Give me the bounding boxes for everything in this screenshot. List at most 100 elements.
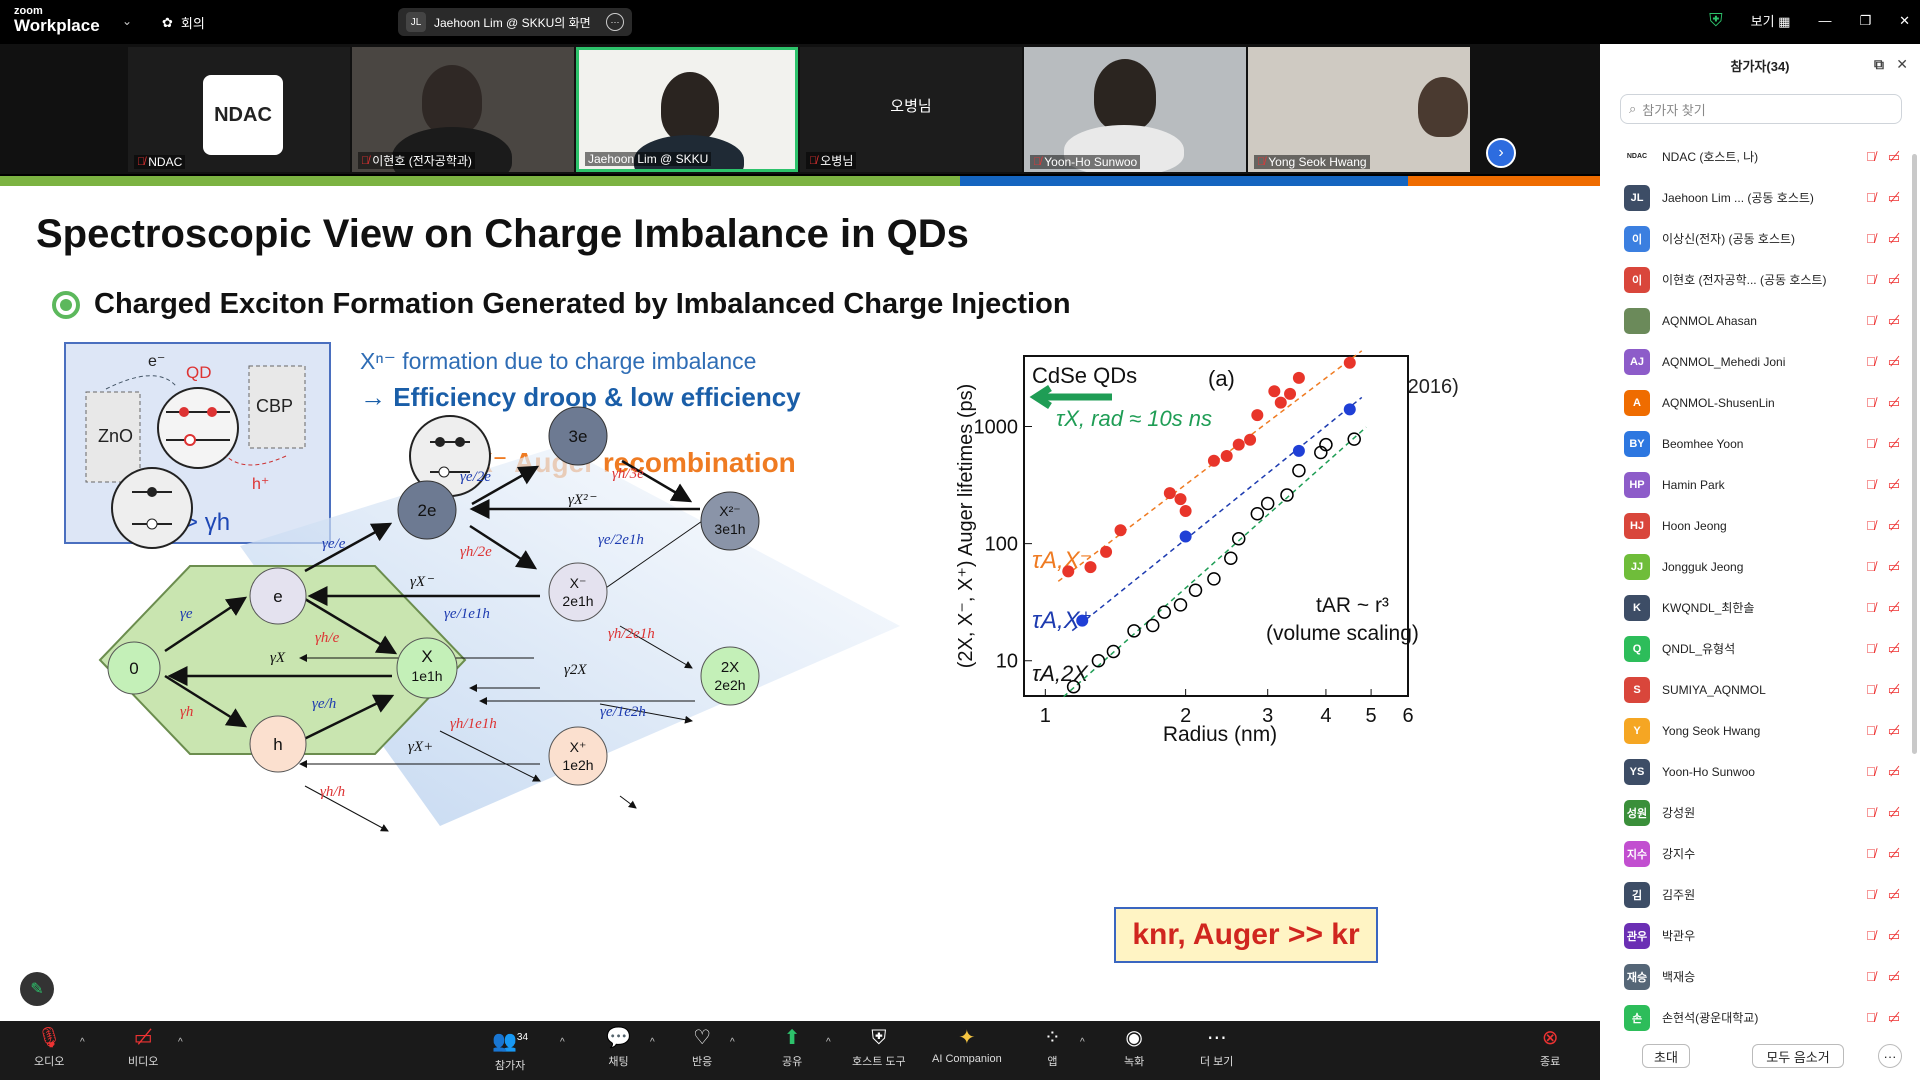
chevron-up-icon[interactable]: ^ bbox=[650, 1037, 655, 1048]
video-off-icon[interactable]: ▭̸ bbox=[1887, 476, 1900, 492]
mic-off-icon[interactable]: 🎙̸ bbox=[1865, 394, 1876, 410]
annotate-pen-icon[interactable]: ✎ bbox=[20, 972, 54, 1006]
react-button[interactable]: ♡ 반응 bbox=[692, 1027, 713, 1068]
video-off-icon[interactable]: ▭̸ bbox=[1887, 968, 1900, 984]
participant-row[interactable]: 지수 강지수 🎙̸ ▭̸ bbox=[1600, 833, 1910, 874]
mic-off-icon[interactable]: 🎙̸ bbox=[1865, 189, 1876, 205]
video-off-icon[interactable]: ▭̸ bbox=[1887, 271, 1900, 287]
video-off-icon[interactable]: ▭̸ bbox=[1887, 148, 1900, 164]
mic-off-icon[interactable]: 🎙̸ bbox=[1865, 435, 1876, 451]
mic-off-icon[interactable]: 🎙̸ bbox=[1865, 722, 1876, 738]
participant-row[interactable]: 김 김주원 🎙̸ ▭̸ bbox=[1600, 874, 1910, 915]
mic-off-icon[interactable]: 🎙̸ bbox=[1865, 804, 1876, 820]
participant-row[interactable]: 재승 백재승 🎙̸ ▭̸ bbox=[1600, 956, 1910, 997]
shield-icon[interactable]: ⛨ bbox=[1709, 10, 1723, 30]
scrollbar[interactable] bbox=[1912, 154, 1917, 754]
more-options-button[interactable]: ··· bbox=[1878, 1044, 1902, 1068]
mic-off-icon[interactable]: 🎙̸ bbox=[1865, 312, 1876, 328]
mic-off-icon[interactable]: 🎙̸ bbox=[1865, 230, 1876, 246]
screen-share-indicator[interactable]: JL Jaehoon Lim @ SKKU의 화면 ··· bbox=[398, 8, 632, 36]
video-tile[interactable]: 🎙̸ Yoon-Ho Sunwoo bbox=[1024, 47, 1246, 172]
video-off-icon[interactable]: ▭̸ bbox=[1887, 230, 1900, 246]
participant-row[interactable]: 이 이현호 (전자공학... (공동 호스트) 🎙̸ ▭̸ bbox=[1600, 259, 1910, 300]
mic-off-icon[interactable]: 🎙̸ bbox=[1865, 599, 1876, 615]
participant-row[interactable]: HP Hamin Park 🎙̸ ▭̸ bbox=[1600, 464, 1910, 505]
video-off-icon[interactable]: ▭̸ bbox=[1887, 845, 1900, 861]
mic-off-icon[interactable]: 🎙̸ bbox=[1865, 476, 1876, 492]
end-button[interactable]: ⊗ 종료 bbox=[1540, 1027, 1561, 1068]
video-tile-active-speaker[interactable]: Jaehoon Lim @ SKKU bbox=[576, 47, 798, 172]
chevron-up-icon[interactable]: ^ bbox=[1080, 1037, 1085, 1048]
host-tools-button[interactable]: ⛨ 호스트 도구 bbox=[852, 1027, 906, 1068]
mic-off-icon[interactable]: 🎙̸ bbox=[1865, 681, 1876, 697]
mic-off-icon[interactable]: 🎙̸ bbox=[1865, 148, 1876, 164]
participant-row[interactable]: K KWQNDL_최한솔 🎙̸ ▭̸ bbox=[1600, 587, 1910, 628]
participant-row[interactable]: AJ AQNMOL_Mehedi Joni 🎙̸ ▭̸ bbox=[1600, 341, 1910, 382]
restore-icon[interactable]: ❐ bbox=[1859, 12, 1872, 28]
more-button[interactable]: ⋯ 더 보기 bbox=[1200, 1027, 1234, 1068]
mic-off-icon[interactable]: 🎙̸ bbox=[1865, 1009, 1876, 1025]
video-off-icon[interactable]: ▭̸ bbox=[1887, 312, 1900, 328]
participant-search-input[interactable]: ⌕ 참가자 찾기 bbox=[1620, 94, 1902, 124]
video-tile[interactable]: NDAC 🎙̸ NDAC bbox=[128, 47, 350, 172]
popout-icon[interactable]: ⧉ bbox=[1874, 56, 1884, 72]
mic-off-icon[interactable]: 🎙̸ bbox=[1865, 558, 1876, 574]
video-off-icon[interactable]: ▭̸ bbox=[1887, 804, 1900, 820]
view-button[interactable]: 보기 ▦ bbox=[1750, 14, 1791, 29]
participant-row[interactable]: Q QNDL_유형석 🎙̸ ▭̸ bbox=[1600, 628, 1910, 669]
mic-off-icon[interactable]: 🎙̸ bbox=[1865, 517, 1876, 533]
chevron-up-icon[interactable]: ^ bbox=[80, 1037, 85, 1048]
participant-row[interactable]: 성원 강성원 🎙̸ ▭̸ bbox=[1600, 792, 1910, 833]
video-off-icon[interactable]: ▭̸ bbox=[1887, 681, 1900, 697]
chat-button[interactable]: 💬 채팅 bbox=[606, 1027, 631, 1068]
meeting-menu[interactable]: ✿ 회의 bbox=[162, 14, 205, 32]
mic-off-icon[interactable]: 🎙̸ bbox=[1865, 763, 1876, 779]
video-tile[interactable]: 오병님 🎙̸ 오병님 bbox=[800, 47, 1022, 172]
minimize-icon[interactable]: — bbox=[1818, 13, 1832, 28]
video-off-icon[interactable]: ▭̸ bbox=[1887, 763, 1900, 779]
participant-row[interactable]: YS Yoon-Ho Sunwoo 🎙̸ ▭̸ bbox=[1600, 751, 1910, 792]
participant-row[interactable]: JJ Jongguk Jeong 🎙̸ ▭̸ bbox=[1600, 546, 1910, 587]
mic-off-icon[interactable]: 🎙̸ bbox=[1865, 353, 1876, 369]
mic-off-icon[interactable]: 🎙̸ bbox=[1865, 886, 1876, 902]
participant-row[interactable]: HJ Hoon Jeong 🎙̸ ▭̸ bbox=[1600, 505, 1910, 546]
video-off-icon[interactable]: ▭̸ bbox=[1887, 435, 1900, 451]
participant-row[interactable]: AQNMOL Ahasan 🎙̸ ▭̸ bbox=[1600, 300, 1910, 341]
chevron-up-icon[interactable]: ^ bbox=[730, 1037, 735, 1048]
next-videos-button[interactable]: › bbox=[1486, 138, 1516, 168]
video-off-icon[interactable]: ▭̸ bbox=[1887, 558, 1900, 574]
chevron-down-icon[interactable]: ⌄ bbox=[122, 14, 133, 28]
close-icon[interactable]: ✕ bbox=[1896, 56, 1908, 72]
video-off-icon[interactable]: ▭̸ bbox=[1887, 394, 1900, 410]
participant-row[interactable]: S SUMIYA_AQNMOL 🎙̸ ▭̸ bbox=[1600, 669, 1910, 710]
video-off-icon[interactable]: ▭̸ bbox=[1887, 640, 1900, 656]
video-off-icon[interactable]: ▭̸ bbox=[1887, 1009, 1900, 1025]
ai-companion-button[interactable]: ✦ AI Companion bbox=[932, 1027, 1002, 1065]
video-off-icon[interactable]: ▭̸ bbox=[1887, 886, 1900, 902]
participant-row[interactable]: 손 손현석(광운대학교) 🎙̸ ▭̸ bbox=[1600, 997, 1910, 1038]
apps-button[interactable]: ⁘ 앱 bbox=[1044, 1027, 1061, 1068]
video-tile[interactable]: 🎙̸ Yong Seok Hwang bbox=[1248, 47, 1470, 172]
participant-row[interactable]: Y Yong Seok Hwang 🎙̸ ▭̸ bbox=[1600, 710, 1910, 751]
participant-row[interactable]: NDAC NDAC (호스트, 나) 🎙̸ ▭̸ bbox=[1600, 136, 1910, 177]
video-off-icon[interactable]: ▭̸ bbox=[1887, 353, 1900, 369]
chevron-up-icon[interactable]: ^ bbox=[178, 1037, 183, 1048]
video-off-icon[interactable]: ▭̸ bbox=[1887, 599, 1900, 615]
video-off-icon[interactable]: ▭̸ bbox=[1887, 722, 1900, 738]
video-tile[interactable]: 🎙̸ 이현호 (전자공학과) bbox=[352, 47, 574, 172]
mute-all-button[interactable]: 모두 음소거 bbox=[1752, 1044, 1844, 1068]
record-button[interactable]: ◉ 녹화 bbox=[1124, 1027, 1145, 1068]
video-off-icon[interactable]: ▭̸ bbox=[1887, 517, 1900, 533]
chevron-up-icon[interactable]: ^ bbox=[560, 1037, 565, 1048]
mic-off-icon[interactable]: 🎙̸ bbox=[1865, 927, 1876, 943]
mic-off-icon[interactable]: 🎙̸ bbox=[1865, 845, 1876, 861]
close-icon[interactable]: ✕ bbox=[1899, 12, 1910, 28]
invite-button[interactable]: 초대 bbox=[1642, 1044, 1690, 1068]
video-off-icon[interactable]: ▭̸ bbox=[1887, 927, 1900, 943]
participant-row[interactable]: A AQNMOL-ShusenLin 🎙̸ ▭̸ bbox=[1600, 382, 1910, 423]
audio-button[interactable]: 🎙 오디오 bbox=[34, 1027, 65, 1068]
participants-button[interactable]: 👥34 참가자 bbox=[492, 1027, 528, 1073]
video-off-icon[interactable]: ▭̸ bbox=[1887, 189, 1900, 205]
participant-row[interactable]: BY Beomhee Yoon 🎙̸ ▭̸ bbox=[1600, 423, 1910, 464]
participant-row[interactable]: 관우 박관우 🎙̸ ▭̸ bbox=[1600, 915, 1910, 956]
